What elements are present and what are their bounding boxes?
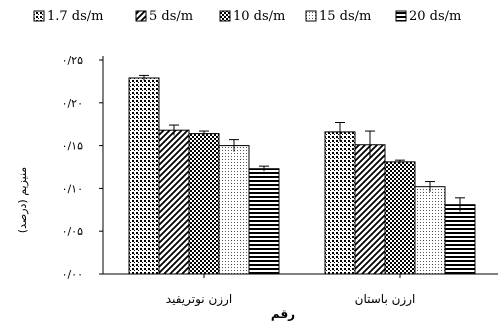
legend-swatch-5 (395, 10, 407, 22)
legend-label-3: 10 ds/m (233, 9, 285, 24)
y-tick-label-4: ۰/۲۰ (62, 97, 83, 110)
category-label-2: ارزن باستان (355, 292, 416, 307)
legend-swatch-3 (219, 10, 231, 22)
x-axis-title: رقم (271, 307, 295, 321)
y-tick-label-2: ۰/۱۰ (62, 182, 83, 195)
bar-2-5 (444, 204, 476, 275)
y-axis: ۰/۰۰ ۰/۰۵ ۰/۱۰ ۰/۱۵ ۰/۲۰ ۰/۲۵ (62, 54, 104, 281)
category-label-1: ارزن نوتریفید (166, 292, 232, 307)
bar-1-2 (158, 129, 190, 275)
legend-label-4: 15 ds/m (319, 9, 371, 24)
bar-1-3 (188, 133, 220, 275)
bar-1-4 (218, 145, 250, 275)
bar-2-4 (414, 186, 446, 275)
bar-2-3 (384, 161, 416, 275)
x-axis: ارزن نوتریفید ارزن باستان (103, 273, 498, 307)
legend-swatch-2 (135, 10, 147, 22)
bar-1-1 (128, 77, 160, 275)
bar-2-1 (324, 131, 356, 275)
legend-label-2: 5 ds/m (149, 9, 193, 24)
bars (128, 74, 476, 275)
legend: 1.7 ds/m 5 ds/m 10 ds/m 15 ds/m 20 ds/m (33, 9, 461, 24)
bar-2-2 (354, 144, 386, 275)
y-axis-title: منیزیم (درصد) (16, 167, 29, 233)
y-tick-label-3: ۰/۱۵ (62, 140, 84, 153)
y-tick-label-0: ۰/۰۰ (62, 268, 83, 281)
legend-swatch-4 (305, 10, 317, 22)
legend-swatch-1 (33, 10, 45, 22)
y-tick-label-1: ۰/۰۵ (62, 225, 84, 238)
y-tick-label-5: ۰/۲۵ (62, 54, 84, 67)
legend-label-1: 1.7 ds/m (47, 9, 104, 24)
legend-label-5: 20 ds/m (409, 9, 461, 24)
bar-1-5 (248, 168, 280, 275)
